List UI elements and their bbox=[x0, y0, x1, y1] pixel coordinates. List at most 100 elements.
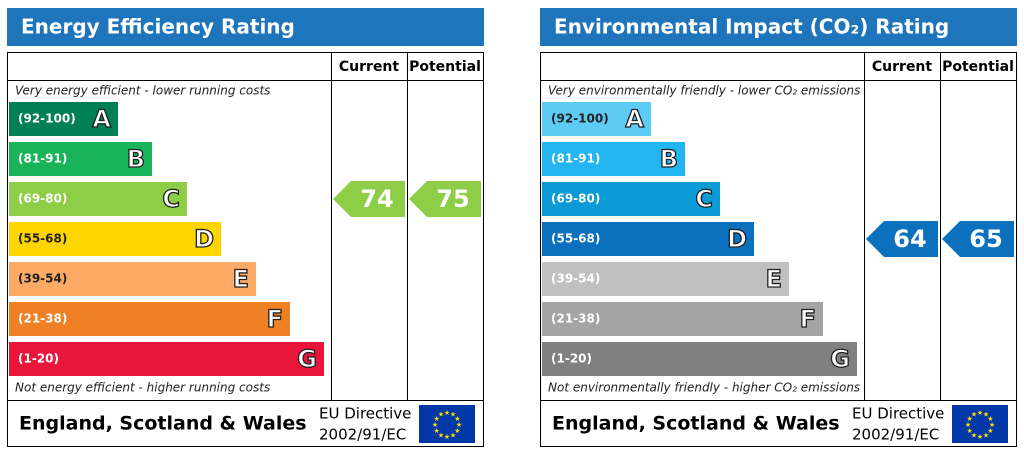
footer-frame bbox=[540, 400, 1017, 447]
band-letter: B bbox=[660, 145, 678, 173]
rating-band bbox=[542, 222, 754, 256]
rating-band bbox=[9, 102, 118, 136]
bottom-note: Not energy efficient - higher running co… bbox=[15, 381, 270, 395]
potential-rating: 75 bbox=[436, 185, 469, 213]
epc-panel: Environmental Impact (CO₂) Rating Current… bbox=[540, 8, 1017, 447]
footer-frame bbox=[7, 400, 484, 447]
band-letter: D bbox=[727, 225, 747, 253]
eu-star: ★ bbox=[983, 411, 989, 419]
epc-panel: Energy Efficiency Rating Current Potential… bbox=[7, 8, 484, 447]
band-letter: F bbox=[267, 305, 283, 333]
rating-band bbox=[542, 142, 685, 176]
band-letter: B bbox=[127, 145, 145, 173]
eu-flag bbox=[419, 405, 475, 443]
band-range: (21-38) bbox=[18, 312, 67, 326]
band-letter: G bbox=[297, 345, 317, 373]
rating-band bbox=[9, 222, 221, 256]
top-note: Very environmentally friendly - lower CO… bbox=[548, 84, 860, 98]
band-range: (81-91) bbox=[551, 152, 600, 166]
current-header: Current bbox=[872, 59, 933, 75]
eu-star: ★ bbox=[966, 415, 972, 423]
eu-star: ★ bbox=[454, 427, 460, 435]
eu-star: ★ bbox=[987, 427, 993, 435]
eu-star: ★ bbox=[432, 421, 438, 429]
potential-header: Potential bbox=[409, 59, 481, 75]
potential-rating: 65 bbox=[969, 225, 1002, 253]
band-letter: C bbox=[695, 185, 713, 213]
eu-star: ★ bbox=[971, 411, 977, 419]
eu-star: ★ bbox=[433, 427, 439, 435]
rating-band bbox=[9, 262, 256, 296]
panel-title: Energy Efficiency Rating bbox=[21, 15, 295, 39]
rating-band bbox=[542, 262, 789, 296]
band-letter: E bbox=[233, 265, 249, 293]
rating-band bbox=[542, 342, 857, 376]
potential-arrow bbox=[409, 181, 481, 217]
eu-star: ★ bbox=[983, 431, 989, 439]
rating-band bbox=[9, 142, 152, 176]
potential-header: Potential bbox=[942, 59, 1014, 75]
band-range: (55-68) bbox=[18, 232, 67, 246]
rating-band bbox=[9, 182, 187, 216]
bottom-note: Not environmentally friendly - higher CO… bbox=[548, 381, 860, 395]
band-range: (69-80) bbox=[551, 192, 600, 206]
current-header: Current bbox=[339, 59, 400, 75]
band-letter: C bbox=[162, 185, 180, 213]
band-letter: A bbox=[92, 105, 111, 133]
eu-star: ★ bbox=[454, 415, 460, 423]
band-range: (21-38) bbox=[551, 312, 600, 326]
footer-country: England, Scotland & Wales bbox=[552, 413, 840, 435]
eu-star: ★ bbox=[450, 431, 456, 439]
eu-star: ★ bbox=[971, 431, 977, 439]
eu-star: ★ bbox=[989, 421, 995, 429]
rating-band bbox=[542, 102, 651, 136]
rating-band bbox=[9, 342, 324, 376]
band-range: (39-54) bbox=[551, 272, 600, 286]
eu-star: ★ bbox=[438, 431, 444, 439]
band-letter: D bbox=[194, 225, 214, 253]
directive-line: EU Directive bbox=[319, 405, 411, 423]
rating-band bbox=[542, 182, 720, 216]
top-note: Very energy efficient - lower running co… bbox=[15, 84, 270, 98]
eu-star: ★ bbox=[965, 421, 971, 429]
directive-line: 2002/91/EC bbox=[319, 426, 406, 444]
band-range: (1-20) bbox=[18, 352, 59, 366]
eu-star: ★ bbox=[977, 409, 983, 417]
eu-star: ★ bbox=[987, 415, 993, 423]
eu-star: ★ bbox=[456, 421, 462, 429]
directive-line: 2002/91/EC bbox=[852, 426, 939, 444]
band-letter: F bbox=[800, 305, 816, 333]
band-range: (92-100) bbox=[18, 112, 76, 126]
band-letter: A bbox=[625, 105, 644, 133]
eu-flag bbox=[952, 405, 1008, 443]
band-range: (39-54) bbox=[18, 272, 67, 286]
footer-country: England, Scotland & Wales bbox=[19, 413, 307, 435]
eu-star: ★ bbox=[444, 409, 450, 417]
current-arrow bbox=[866, 221, 938, 257]
band-range: (69-80) bbox=[18, 192, 67, 206]
eu-star: ★ bbox=[444, 433, 450, 441]
rating-band bbox=[9, 302, 290, 336]
eu-star: ★ bbox=[433, 415, 439, 423]
rating-band bbox=[542, 302, 823, 336]
directive-line: EU Directive bbox=[852, 405, 944, 423]
band-range: (55-68) bbox=[551, 232, 600, 246]
current-rating: 64 bbox=[893, 225, 926, 253]
title-bar bbox=[540, 8, 1017, 46]
potential-arrow bbox=[942, 221, 1014, 257]
eu-star: ★ bbox=[450, 411, 456, 419]
band-range: (1-20) bbox=[551, 352, 592, 366]
title-bar bbox=[7, 8, 484, 46]
panel-title: Environmental Impact (CO₂) Rating bbox=[554, 15, 949, 39]
band-range: (92-100) bbox=[551, 112, 609, 126]
current-rating: 74 bbox=[360, 185, 393, 213]
eu-star: ★ bbox=[438, 411, 444, 419]
eu-star: ★ bbox=[977, 433, 983, 441]
current-arrow bbox=[333, 181, 405, 217]
band-letter: G bbox=[830, 345, 850, 373]
eu-star: ★ bbox=[966, 427, 972, 435]
band-range: (81-91) bbox=[18, 152, 67, 166]
band-letter: E bbox=[766, 265, 782, 293]
